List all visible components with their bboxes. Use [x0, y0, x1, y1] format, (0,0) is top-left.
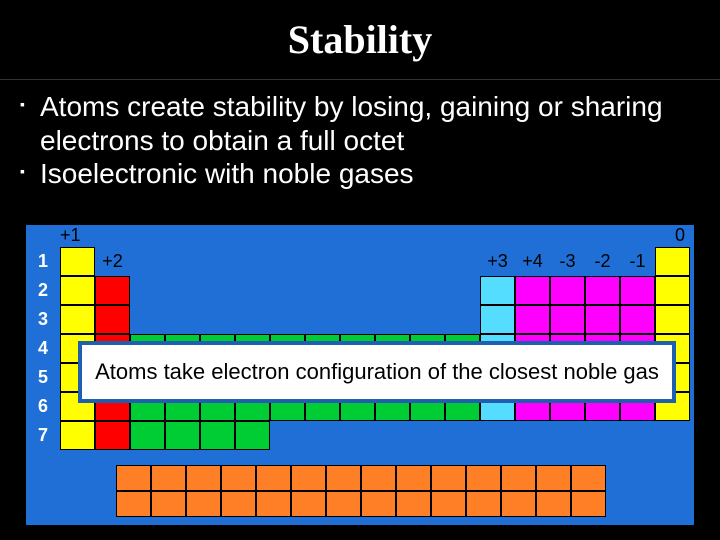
bullet-2: Isoelectronic with noble gases — [20, 157, 700, 191]
cell-1-18 — [655, 247, 690, 276]
charge-g1: +1 — [60, 225, 81, 246]
cell-3-2 — [95, 305, 130, 334]
cell-3-17 — [620, 305, 655, 334]
fcell — [256, 465, 291, 491]
fcell — [326, 465, 361, 491]
cell-2-1 — [60, 276, 95, 305]
fcell — [291, 465, 326, 491]
fcell — [151, 491, 186, 517]
fcell — [186, 465, 221, 491]
fcell — [431, 491, 466, 517]
fcell — [466, 491, 501, 517]
f-row-2 — [116, 491, 606, 517]
period-label-3: 3 — [26, 305, 60, 334]
cell-7-1 — [60, 421, 95, 450]
period-label-2: 2 — [26, 276, 60, 305]
fcell — [256, 491, 291, 517]
fcell — [361, 465, 396, 491]
fcell — [221, 491, 256, 517]
charge-g16: -2 — [585, 247, 620, 276]
period-label-4: 4 — [26, 334, 60, 363]
fcell — [396, 491, 431, 517]
periodic-table: +1 0 +2 +3 +4 -3 -2 -1 1 2 3 — [26, 225, 694, 525]
cell-7-2 — [95, 421, 130, 450]
charge-row: +1 0 — [60, 225, 694, 247]
fcell — [501, 491, 536, 517]
fcell — [571, 491, 606, 517]
cell-2-16 — [585, 276, 620, 305]
fcell — [536, 491, 571, 517]
fcell — [186, 491, 221, 517]
fcell — [326, 491, 361, 517]
fcell — [221, 465, 256, 491]
charge-g14: +4 — [515, 247, 550, 276]
charge-g2: +2 — [95, 247, 130, 276]
cell-3-15 — [550, 305, 585, 334]
charge-g18: 0 — [675, 225, 685, 246]
f-row-1 — [116, 465, 606, 491]
cell-3-14 — [515, 305, 550, 334]
fcell — [361, 491, 396, 517]
cell-2-14 — [515, 276, 550, 305]
fcell — [431, 465, 466, 491]
fcell — [501, 465, 536, 491]
cell-3-1 — [60, 305, 95, 334]
period-label-5: 5 — [26, 363, 60, 392]
bullet-list: Atoms create stability by losing, gainin… — [20, 90, 700, 191]
cell-7-6 — [235, 421, 270, 450]
period-label-7: 7 — [26, 421, 60, 450]
callout-text: Atoms take electron configuration of the… — [95, 359, 659, 384]
fcell — [571, 465, 606, 491]
cell-2-13 — [480, 276, 515, 305]
charge-g17: -1 — [620, 247, 655, 276]
cell-7-3 — [130, 421, 165, 450]
cell-3-18 — [655, 305, 690, 334]
charge-g15: -3 — [550, 247, 585, 276]
cell-3-13 — [480, 305, 515, 334]
cell-2-18 — [655, 276, 690, 305]
cell-1-1 — [60, 247, 95, 276]
cell-3-16 — [585, 305, 620, 334]
fcell — [151, 465, 186, 491]
cell-7-4 — [165, 421, 200, 450]
fcell — [116, 491, 151, 517]
fcell — [536, 465, 571, 491]
cell-7-5 — [200, 421, 235, 450]
period-3: 3 — [26, 305, 690, 334]
period-label-6: 6 — [26, 392, 60, 421]
title-area: Stability — [0, 0, 720, 80]
fcell — [116, 465, 151, 491]
fcell — [396, 465, 431, 491]
callout-box: Atoms take electron configuration of the… — [78, 341, 676, 403]
cell-2-17 — [620, 276, 655, 305]
slide-title: Stability — [288, 16, 432, 63]
fcell — [291, 491, 326, 517]
fcell — [466, 465, 501, 491]
bullet-1: Atoms create stability by losing, gainin… — [20, 90, 700, 157]
f-block — [116, 465, 606, 517]
charge-g13: +3 — [480, 247, 515, 276]
period-2: 2 — [26, 276, 690, 305]
period-7: 7 — [26, 421, 690, 450]
cell-2-15 — [550, 276, 585, 305]
content-area: Atoms create stability by losing, gainin… — [0, 80, 720, 191]
cell-2-2 — [95, 276, 130, 305]
period-label-1: 1 — [26, 247, 60, 276]
